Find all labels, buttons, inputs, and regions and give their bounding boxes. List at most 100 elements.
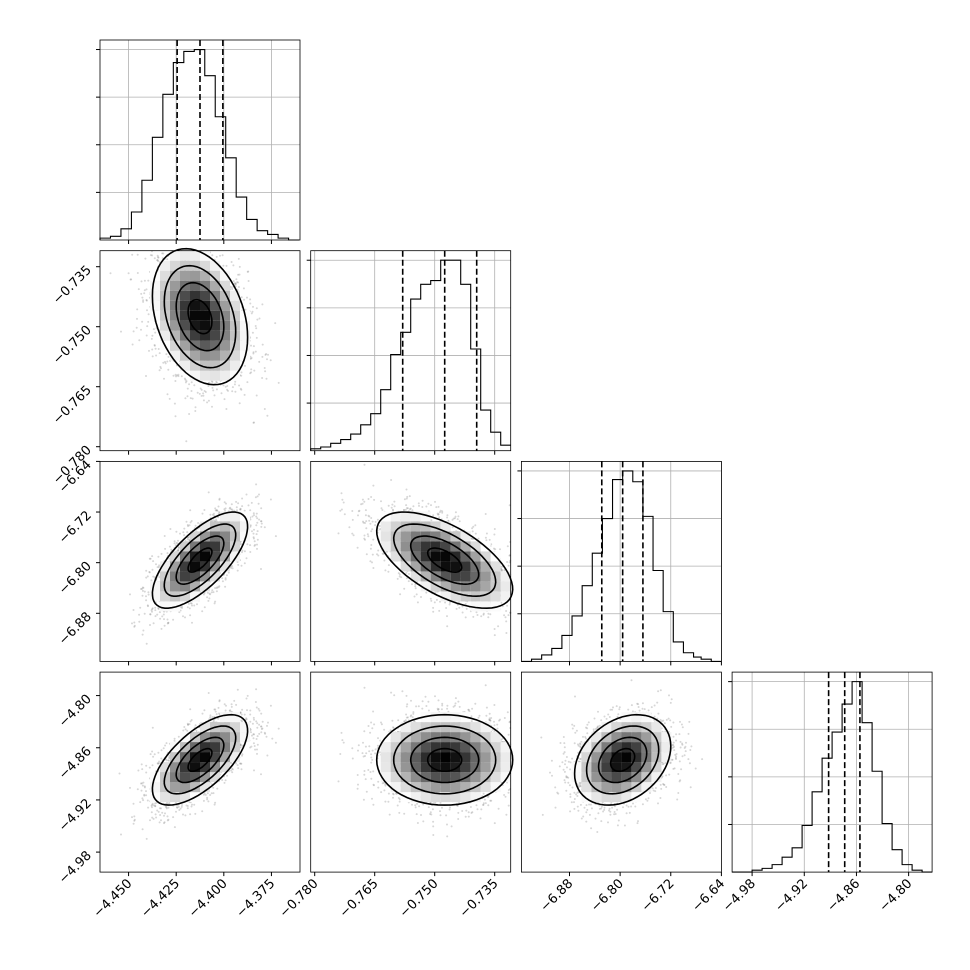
scatter-point <box>260 525 263 528</box>
panel-frame <box>310 250 512 452</box>
scatter-point <box>143 279 146 282</box>
scatter-point <box>221 577 224 580</box>
scatter-point <box>499 548 501 551</box>
scatter-point <box>163 535 166 537</box>
scatter-point <box>183 534 186 537</box>
density-cell <box>220 531 230 542</box>
scatter-point <box>255 483 258 486</box>
scatter-point <box>445 607 448 609</box>
scatter-point <box>167 621 170 624</box>
scatter-point <box>150 579 153 582</box>
scatter-point <box>211 405 213 408</box>
scatter-point <box>253 540 256 543</box>
scatter-point <box>179 532 181 535</box>
scatter-point <box>184 381 187 384</box>
scatter-point <box>151 607 154 610</box>
scatter-point <box>266 414 269 417</box>
scatter-point <box>145 642 148 645</box>
scatter-point <box>120 330 122 333</box>
scatter-point <box>261 377 264 379</box>
scatter-point <box>235 500 238 503</box>
scatter-point <box>157 260 160 263</box>
scatter-point <box>269 359 272 362</box>
scatter-point <box>231 567 234 570</box>
scatter-point <box>231 386 234 389</box>
scatter-point <box>177 549 180 551</box>
scatter-point <box>203 509 206 511</box>
scatter-point <box>157 608 160 610</box>
scatter-point <box>255 394 258 397</box>
scatter-point <box>174 373 177 376</box>
scatter-point <box>235 506 238 509</box>
scatter-point <box>145 599 148 602</box>
scatter-point <box>146 309 148 312</box>
scatter-point <box>177 546 180 549</box>
scatter-point <box>143 292 146 295</box>
scatter-point <box>372 567 375 569</box>
scatter-point <box>129 278 132 281</box>
scatter-point <box>151 355 154 358</box>
scatter-point <box>188 383 191 386</box>
scatter-point <box>232 280 235 283</box>
scatter-point <box>252 532 255 535</box>
scatter-point <box>438 516 441 519</box>
scatter-point <box>253 528 255 531</box>
scatter-point <box>129 593 131 596</box>
scatter-point <box>253 544 256 547</box>
histogram-step <box>99 48 300 241</box>
scatter-point <box>505 632 508 634</box>
scatter-point <box>256 517 259 520</box>
scatter-point <box>202 399 205 402</box>
density-cell <box>220 541 230 552</box>
scatter-point <box>189 614 192 617</box>
scatter-point <box>142 299 145 302</box>
scatter-point <box>235 278 238 281</box>
scatter-point <box>257 502 260 505</box>
scatter-point <box>152 328 155 331</box>
scatter-point <box>212 519 215 522</box>
scatter-point <box>190 390 193 392</box>
scatter-point <box>141 586 144 589</box>
scatter-point <box>370 530 373 533</box>
scatter-point <box>230 503 233 506</box>
scatter-point <box>186 387 189 390</box>
scatter-point <box>252 421 255 424</box>
scatter-point <box>135 326 138 329</box>
histogram-panel-3 <box>728 671 933 873</box>
scatter-point <box>240 374 243 377</box>
scatter-point <box>252 536 255 539</box>
density-cell <box>150 290 160 301</box>
scatter-point <box>150 337 153 340</box>
scatter-point <box>224 585 227 588</box>
scatter-point <box>267 353 269 356</box>
scatter-point <box>387 564 390 567</box>
scatter-point <box>256 538 259 541</box>
scatter-point <box>211 381 214 383</box>
scatter-point <box>225 264 228 267</box>
scatter-point <box>186 531 189 534</box>
scatter-point <box>193 604 196 607</box>
scatter-point <box>370 544 373 546</box>
scatter-point <box>143 612 146 615</box>
scatter-point <box>254 350 257 353</box>
scatter-point <box>247 504 250 507</box>
scatter-point <box>166 360 169 363</box>
scatter-point <box>225 408 228 410</box>
scatter-point <box>264 353 267 356</box>
scatter-point <box>156 566 159 569</box>
scatter-point <box>378 525 381 527</box>
scatter-point <box>166 393 169 396</box>
scatter-point <box>130 278 133 281</box>
scatter-point <box>241 505 244 508</box>
density-cell <box>200 370 210 381</box>
scatter-point <box>255 512 258 515</box>
scatter-point <box>147 605 149 608</box>
scatter-point <box>136 253 139 256</box>
scatter-point <box>234 282 237 285</box>
scatter-point <box>274 322 277 325</box>
scatter-point <box>249 298 252 301</box>
scatter-point <box>233 383 236 386</box>
scatter-point <box>263 408 266 410</box>
scatter-point <box>351 518 354 521</box>
density-cell <box>180 350 190 361</box>
